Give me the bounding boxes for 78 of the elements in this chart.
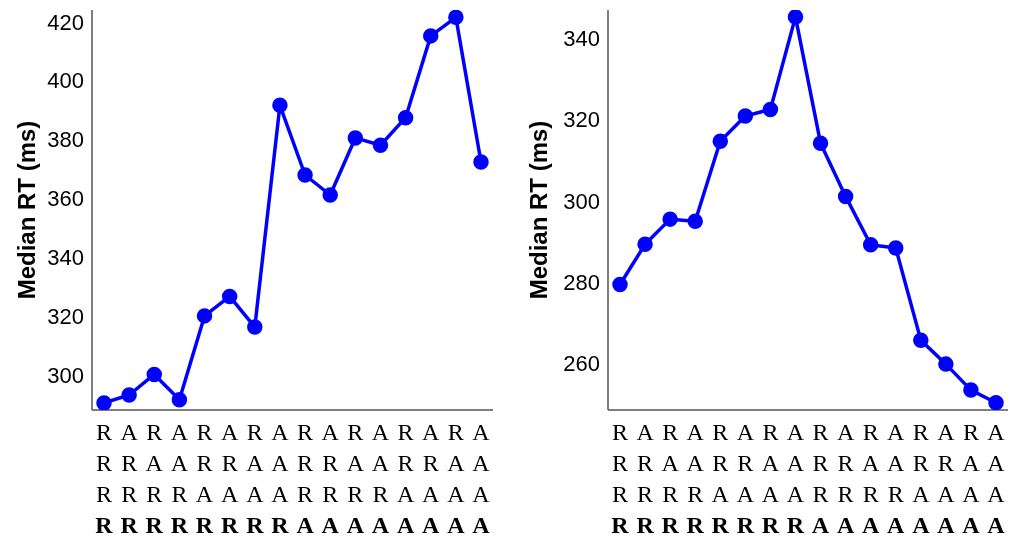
x-tick-label: R A R R xyxy=(145,419,164,536)
x-tick-label: A R A R xyxy=(220,419,239,536)
point xyxy=(662,211,678,227)
x-tick-label: R A A R xyxy=(246,419,265,536)
x-tick-label: A R A A xyxy=(937,419,956,536)
point xyxy=(612,276,628,293)
point xyxy=(837,188,854,205)
y-tick-label: 340 xyxy=(47,244,84,270)
x-tick-label: R A R A xyxy=(346,419,365,536)
point xyxy=(422,28,439,44)
point xyxy=(812,135,829,151)
x-tick-label: A A A A xyxy=(987,419,1006,536)
x-tick-label: R A R A xyxy=(861,419,880,536)
x-tick-label: A R A A xyxy=(422,419,441,536)
x-tick-label: A A R A xyxy=(887,419,906,536)
point xyxy=(988,394,1004,410)
x-tick-label: A A R R xyxy=(170,419,189,536)
x-tick-label: R R R A xyxy=(811,419,830,536)
x-tick-label: A R R A xyxy=(321,419,340,536)
y-tick-label: 320 xyxy=(47,303,84,329)
x-tick-label: R R A A xyxy=(396,419,415,536)
y-tick-label: 320 xyxy=(563,107,600,133)
point xyxy=(146,366,163,383)
x-tick-label: R R R R xyxy=(95,419,114,536)
x-tick-label: R R A R xyxy=(711,419,730,536)
point xyxy=(247,319,263,335)
x-tick-label: R A R R xyxy=(661,419,680,536)
point xyxy=(687,213,703,229)
point xyxy=(297,167,313,183)
y-tick-label: 400 xyxy=(47,68,84,94)
y-tick-label: 300 xyxy=(47,362,84,388)
x-tick-label: A R R R xyxy=(636,419,655,536)
point xyxy=(762,101,779,118)
y-tick-label: 380 xyxy=(47,127,84,153)
point xyxy=(196,308,213,324)
point xyxy=(448,10,464,26)
point xyxy=(221,288,238,305)
x-tick-label: R A A A xyxy=(447,419,466,536)
y-tick-label: 360 xyxy=(47,186,84,212)
point xyxy=(473,154,489,170)
point xyxy=(938,356,954,372)
point xyxy=(171,391,188,408)
point xyxy=(963,382,979,398)
point xyxy=(913,332,929,348)
point xyxy=(862,236,879,253)
point xyxy=(787,10,804,25)
y-tick-label: 300 xyxy=(563,188,600,214)
x-tick-label: R R R A xyxy=(296,419,315,536)
x-tick-label: R A A A xyxy=(962,419,981,536)
x-tick-label: A A A A xyxy=(472,419,491,536)
point xyxy=(372,137,389,154)
x-tick-label: R R R R xyxy=(611,419,630,536)
point xyxy=(322,187,338,203)
x-tick-label: A A A R xyxy=(786,419,805,536)
point xyxy=(712,133,729,149)
x-tick-label: A R R R xyxy=(120,419,139,536)
y-tick-label: 260 xyxy=(563,351,600,377)
point xyxy=(272,97,288,114)
point xyxy=(121,387,137,403)
point xyxy=(96,395,112,410)
y-axis-title: Median RT (ms) xyxy=(12,120,40,300)
y-tick-label: 340 xyxy=(563,26,600,52)
x-tick-label: A A R R xyxy=(686,419,705,536)
x-tick-label: R A A R xyxy=(761,419,780,536)
x-tick-label: A A A R xyxy=(271,419,290,536)
y-tick-label: 420 xyxy=(47,9,84,35)
x-tick-label: R R A A xyxy=(912,419,931,536)
x-tick-label: A R A R xyxy=(736,419,755,536)
point xyxy=(347,130,364,146)
point xyxy=(637,236,653,253)
x-tick-label: A R R A xyxy=(836,419,855,536)
x-tick-label: R R A R xyxy=(195,419,214,536)
y-axis-title: Median RT (ms) xyxy=(524,120,552,300)
point xyxy=(737,108,754,124)
point xyxy=(397,109,414,126)
point xyxy=(887,240,904,256)
x-tick-label: A A R A xyxy=(371,419,390,536)
y-tick-label: 280 xyxy=(563,269,600,295)
